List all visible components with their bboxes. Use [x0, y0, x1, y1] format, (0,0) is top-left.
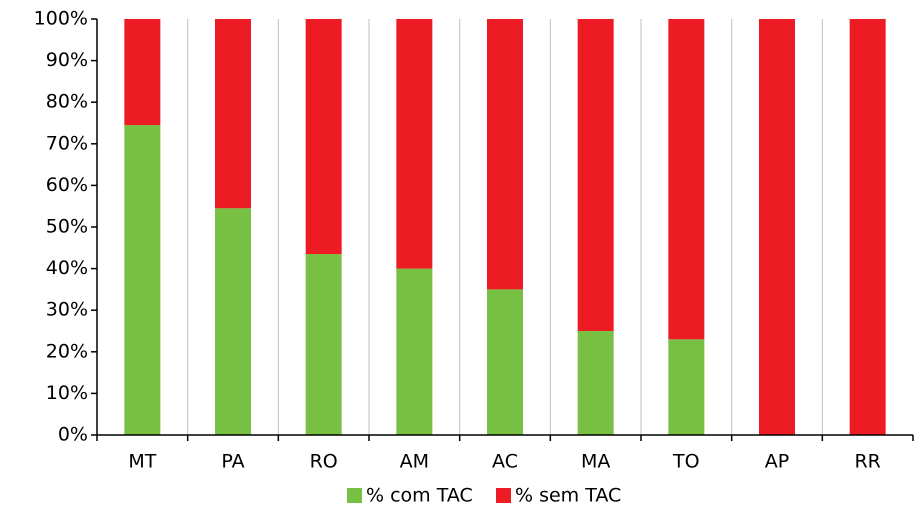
y-tick-label: 40% — [46, 257, 88, 279]
x-tick-label: AP — [765, 451, 789, 473]
x-tick-label: PA — [221, 451, 244, 473]
bar-segment — [305, 19, 342, 255]
legend-swatch — [347, 488, 362, 503]
bar-segment — [124, 125, 161, 435]
legend-swatch — [496, 488, 511, 503]
bar-segment — [396, 268, 433, 435]
bar-segment — [215, 19, 251, 209]
bar-segment — [577, 19, 614, 331]
x-tick-label: MA — [581, 451, 610, 473]
legend-label: % com TAC — [366, 485, 473, 507]
y-tick-label: 0% — [58, 424, 88, 446]
y-tick-label: 30% — [46, 299, 88, 321]
x-tick-label: TO — [672, 451, 700, 473]
bar-segment — [487, 19, 523, 290]
x-tick-label: AM — [400, 451, 429, 473]
bar-segment — [305, 254, 342, 435]
bar-segment — [668, 19, 705, 340]
legend-label: % sem TAC — [515, 485, 621, 507]
x-tick-label: AC — [492, 451, 518, 473]
bar-segment — [577, 331, 614, 435]
x-tick-label: MT — [128, 451, 156, 473]
y-tick-label: 70% — [46, 132, 88, 154]
bar-segment — [396, 19, 433, 269]
y-tick-label: 60% — [46, 174, 88, 196]
bar-segment — [487, 289, 523, 435]
y-tick-label: 20% — [46, 340, 88, 362]
x-tick-label: RR — [854, 451, 880, 473]
y-tick-label: 90% — [46, 49, 88, 71]
bar-segment — [124, 19, 161, 126]
bar-segment — [668, 339, 705, 435]
bar-segment — [215, 208, 251, 435]
bar-segment — [849, 19, 886, 435]
y-tick-label: 10% — [46, 382, 88, 404]
y-tick-label: 100% — [34, 8, 88, 30]
x-tick-label: RO — [310, 451, 338, 473]
y-tick-label: 50% — [46, 216, 88, 238]
y-tick-label: 80% — [46, 91, 88, 113]
bar-segment — [759, 19, 795, 435]
